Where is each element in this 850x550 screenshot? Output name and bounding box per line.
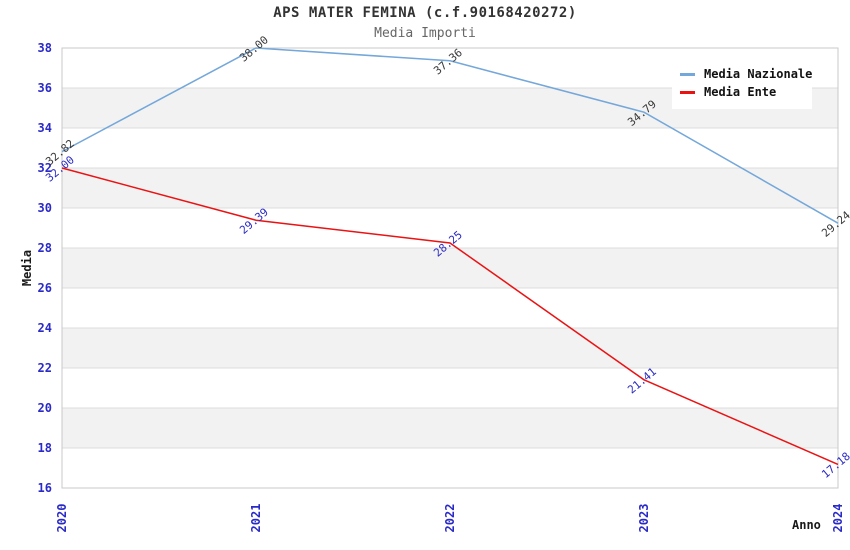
x-tick-label: 2024 bbox=[831, 504, 845, 533]
x-axis-title: Anno bbox=[792, 518, 821, 532]
y-tick-label: 18 bbox=[38, 441, 52, 455]
plot-band bbox=[62, 128, 838, 168]
y-tick-label: 20 bbox=[38, 401, 52, 415]
series-line-media-nazionale bbox=[61, 47, 839, 224]
y-tick-label: 26 bbox=[38, 281, 52, 295]
series-line-media-ente bbox=[61, 167, 839, 466]
legend: Media Nazionale Media Ente bbox=[672, 57, 812, 109]
y-tick-label: 38 bbox=[38, 41, 52, 55]
y-tick-label: 36 bbox=[38, 81, 52, 95]
plot-band bbox=[62, 408, 838, 448]
y-tick-label: 30 bbox=[38, 201, 52, 215]
chart-subtitle: Media Importi bbox=[374, 26, 476, 41]
plot-border bbox=[61, 47, 839, 489]
y-tick-label: 34 bbox=[38, 121, 52, 135]
legend-line-swatch-icon bbox=[680, 90, 695, 94]
plot-band bbox=[62, 448, 838, 488]
y-tick-label: 16 bbox=[38, 481, 52, 495]
y-tick-label: 32 bbox=[38, 161, 52, 175]
legend-item: Media Nazionale bbox=[680, 66, 812, 82]
chart-title: APS MATER FEMINA (c.f.90168420272) bbox=[273, 5, 577, 21]
plot-band bbox=[62, 328, 838, 368]
plot-band bbox=[62, 248, 838, 288]
legend-item: Media Ente bbox=[680, 84, 804, 100]
y-tick-label: 24 bbox=[38, 321, 52, 335]
y-tick-label: 28 bbox=[38, 241, 52, 255]
legend-line-swatch-icon bbox=[680, 72, 695, 76]
legend-item-label: Media Ente bbox=[704, 85, 777, 99]
x-tick-label: 2022 bbox=[443, 504, 457, 533]
plot-band bbox=[62, 208, 838, 248]
plot-band bbox=[62, 168, 838, 208]
x-tick-label: 2020 bbox=[55, 504, 69, 533]
legend-item-label: Media Nazionale bbox=[704, 67, 813, 81]
y-tick-label: 22 bbox=[38, 361, 52, 375]
y-axis-title: Media bbox=[20, 249, 34, 287]
plot-band bbox=[62, 368, 838, 408]
plot-band bbox=[62, 288, 838, 328]
x-tick-label: 2023 bbox=[637, 504, 651, 533]
x-tick-label: 2021 bbox=[249, 504, 263, 533]
